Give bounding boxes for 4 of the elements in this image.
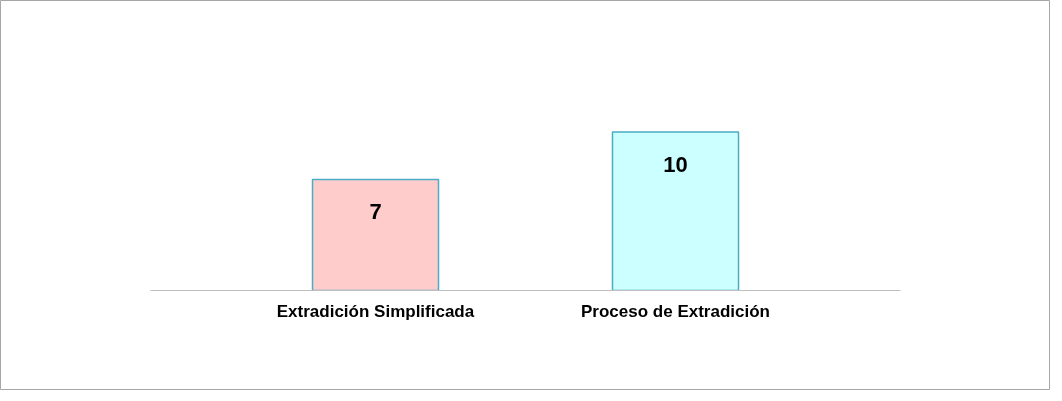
x-tick-label: Extradición Simplificada	[276, 301, 475, 321]
x-tick-label: Proceso de Extradición	[581, 301, 770, 321]
data-label: 10	[663, 151, 688, 177]
data-label: 7	[369, 199, 382, 225]
